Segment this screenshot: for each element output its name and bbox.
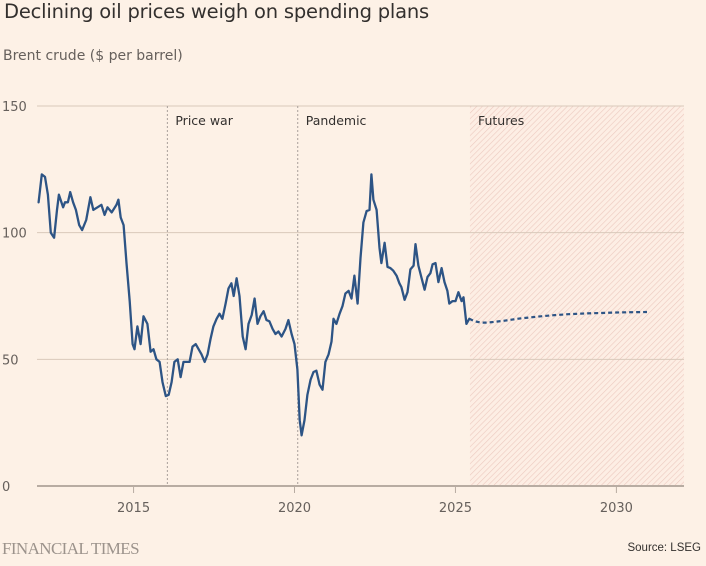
y-tick-label: 50 <box>2 353 19 368</box>
y-tick-label: 100 <box>2 227 27 242</box>
annotation-label: Pandemic <box>306 113 367 128</box>
y-tick-label: 0 <box>2 480 10 495</box>
chart-subtitle: Brent crude ($ per barrel) <box>3 48 183 64</box>
historical-series-line <box>37 173 471 437</box>
y-tick-label: 150 <box>2 100 27 115</box>
source-note: Source: LSEG <box>627 542 701 554</box>
x-tick-label: 2030 <box>600 501 633 516</box>
ft-brand-logo: FINANCIAL TIMES <box>2 539 140 558</box>
x-tick-label: 2015 <box>117 501 150 516</box>
chart-title: Declining oil prices weigh on spending p… <box>4 0 430 23</box>
x-tick-label: 2025 <box>439 501 472 516</box>
annotation-label: Futures <box>478 113 524 128</box>
x-tick-label: 2020 <box>278 501 311 516</box>
futures-region <box>469 106 684 486</box>
annotation-label: Price war <box>175 113 233 128</box>
